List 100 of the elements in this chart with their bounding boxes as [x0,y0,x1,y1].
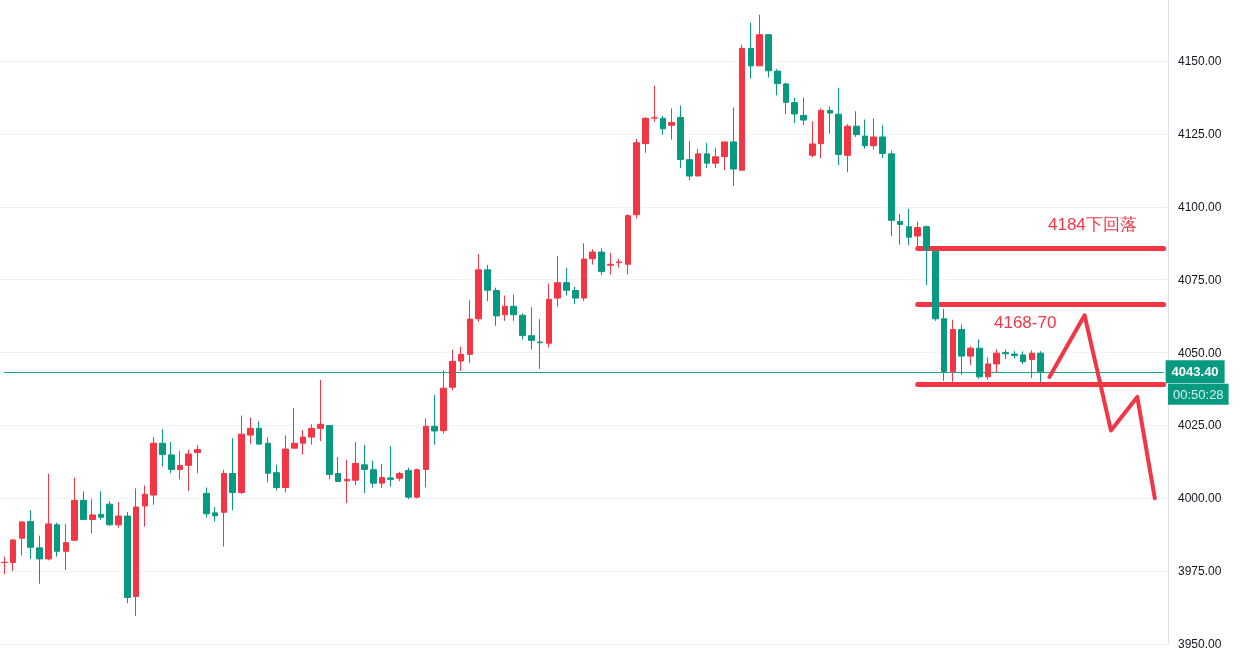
candlestick [739,44,745,171]
candlestick [967,345,974,366]
candlestick [300,429,306,456]
candlestick [265,436,271,484]
candlestick [844,123,851,173]
candlestick [695,148,701,177]
candlestick [554,255,561,308]
candlestick [54,522,60,558]
candlestick [572,286,579,305]
candlestick [115,501,122,529]
candlestick [598,247,605,276]
candlestick [177,450,183,480]
candlestick [370,460,377,489]
candlestick [932,250,939,322]
candlestick [993,348,1000,374]
candlestick [642,116,649,154]
candlestick [607,252,614,275]
candlestick [19,521,25,556]
candlestick [563,267,570,296]
candlestick [879,124,886,159]
candlestick [326,424,333,480]
candlestick [194,444,201,474]
candlestick [625,213,631,275]
candlestick [651,85,658,123]
candlestick [405,467,412,500]
candlestick [493,287,500,327]
candlestick [212,506,218,523]
y-tick-label: 4150.00 [1178,54,1222,69]
candlestick [1011,350,1018,359]
candlestick [1029,349,1035,379]
candlestick [414,468,420,499]
candlestick [98,490,104,521]
candlestick [379,463,385,489]
candlestick [668,107,675,141]
candlestick [317,379,324,442]
candlestick [335,456,341,482]
annotation: 4184下回落 [1048,215,1137,235]
candlestick [440,369,447,434]
candlestick [502,294,508,322]
candlestick [686,140,693,181]
candlestick [888,150,895,237]
candlestick [63,523,69,571]
candlestick [704,142,710,169]
candlestick [10,538,16,572]
candlestick [159,428,166,468]
candlestick [133,487,139,617]
candlestick [818,107,824,159]
candlestick [791,97,798,124]
annotation: 4168-70 [994,313,1057,333]
candlestick [783,82,789,115]
candlestick [431,394,438,446]
y-tick-label: 4125.00 [1178,127,1222,142]
candlestick [247,417,254,445]
candlestick [168,441,175,474]
y-tick-label: 4000.00 [1178,491,1222,506]
candlestick [45,473,52,561]
candlestick [387,445,394,488]
candlestick [423,417,429,489]
candlestick [71,477,78,541]
y-tick-label: 4100.00 [1178,199,1222,214]
candlestick [765,34,772,79]
y-tick-label: 4075.00 [1178,272,1222,287]
candlestick [853,110,860,138]
candlestick [870,117,877,150]
candlestick [185,449,192,492]
candlestick [906,208,912,246]
candlestick [897,213,903,246]
y-tick-label: 3950.00 [1178,637,1222,651]
candlestick [89,498,96,535]
candlestick [774,68,781,96]
candlestick [106,500,113,527]
candlestick [528,306,535,350]
candlestick [923,225,930,286]
candlestick [633,138,640,220]
candlestick [150,436,157,506]
candlestick [1002,348,1009,360]
candlestick [396,471,403,482]
candlestick [273,464,280,491]
candlestick [1020,350,1026,365]
candlestick [862,118,868,150]
candlestick [660,115,666,136]
candlestick [449,349,456,391]
candlestick [361,444,368,494]
candlestick [36,535,43,585]
candlestick [616,258,622,269]
candlestick [352,441,359,486]
candlestick [221,469,227,548]
candlestick [748,22,754,80]
candlestick [291,407,298,449]
ref-line-label: 4043.40 [1171,364,1219,380]
candlestick [712,147,719,169]
candlestick [809,120,816,158]
y-tick-label: 4025.00 [1178,418,1222,433]
candlestick [308,423,315,446]
candlestick [27,509,34,560]
candlestick [985,356,991,381]
candlestick [256,420,262,446]
candlestick [458,346,464,372]
candlestick [546,283,552,348]
candlestick [677,104,684,169]
